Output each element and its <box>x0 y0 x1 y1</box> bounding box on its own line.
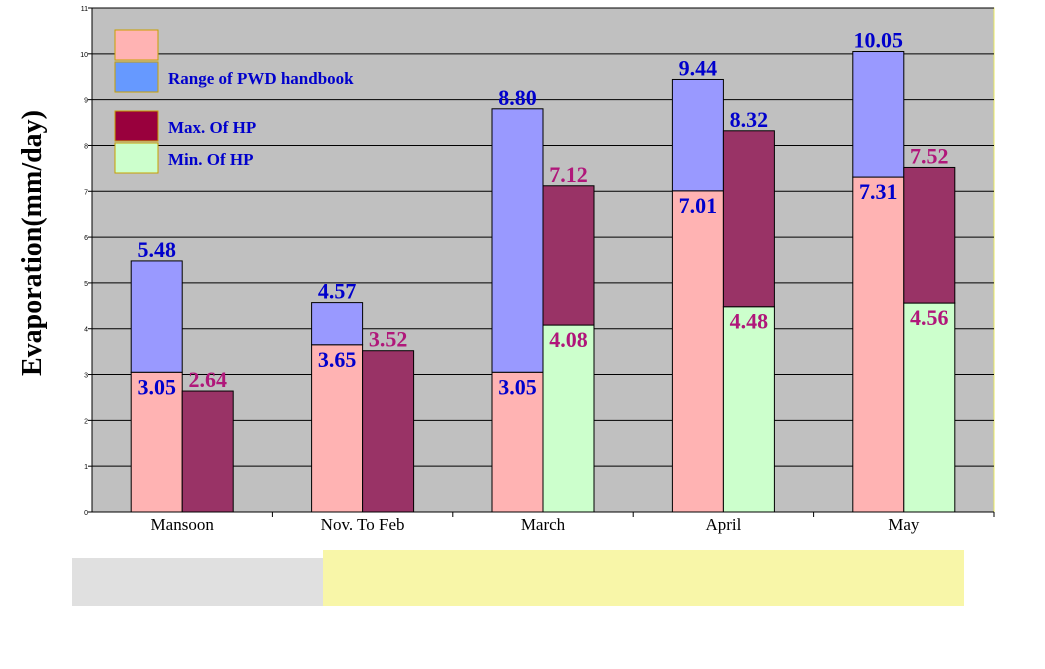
y-tick-label: 4 <box>84 327 88 334</box>
pwd-low-bar <box>491 371 544 513</box>
y-tick-label: 2 <box>84 418 88 425</box>
legend-swatch <box>114 110 159 142</box>
pwd-min-label: 7.01 <box>679 193 718 218</box>
hp-max-bar <box>542 185 595 326</box>
legend-label: Min. Of HP <box>168 150 253 169</box>
y-tick-label: 1 <box>84 464 88 471</box>
pwd-low-bar <box>852 176 905 513</box>
pwd-max-label: 5.48 <box>137 237 176 262</box>
hp-min-bar <box>903 302 956 513</box>
y-tick-label: 6 <box>84 235 88 242</box>
pwd-range-bar <box>491 108 544 373</box>
hp-min-label: 4.48 <box>730 309 769 334</box>
legend-label: Range of PWD handbook <box>168 69 354 88</box>
hp-min-bar <box>542 324 595 513</box>
pwd-min-label: 7.31 <box>859 179 898 204</box>
pwd-max-label: 4.57 <box>318 279 357 304</box>
pwd-low-bar <box>130 371 183 513</box>
pwd-max-label: 8.80 <box>498 85 537 110</box>
hp-max-label: 7.12 <box>549 162 588 187</box>
pwd-range-bar <box>311 302 364 346</box>
pwd-min-label: 3.05 <box>498 374 537 399</box>
hp-max-label: 2.64 <box>188 367 227 392</box>
pwd-max-label: 9.44 <box>679 55 718 80</box>
y-tick-label: 7 <box>84 189 88 196</box>
y-axis-label: Evaporation(mm/day) <box>17 110 48 376</box>
pwd-min-label: 3.65 <box>318 347 357 372</box>
legend-label: Max. Of HP <box>168 118 256 137</box>
hp-max-bar <box>362 350 415 513</box>
legend-swatch <box>114 29 159 61</box>
footer-yellow-band <box>323 550 964 606</box>
x-tick-label: April <box>705 515 741 534</box>
hp-max-label: 8.32 <box>730 107 769 132</box>
hp-max-label: 7.52 <box>910 143 949 168</box>
y-tick-label: 5 <box>84 281 88 288</box>
hp-min-label: 4.08 <box>549 327 588 352</box>
x-tick-label: May <box>888 515 920 534</box>
hp-max-bar <box>722 130 775 308</box>
y-tick-label: 10 <box>80 52 88 59</box>
hp-max-bar <box>181 390 234 513</box>
pwd-range-bar <box>130 260 183 373</box>
y-tick-label: 9 <box>84 98 88 105</box>
y-tick-label: 11 <box>81 6 88 13</box>
hp-min-label: 4.56 <box>910 305 949 330</box>
x-tick-label: Mansoon <box>151 515 215 534</box>
y-tick-label: 3 <box>84 373 88 380</box>
pwd-max-label: 10.05 <box>854 28 904 53</box>
x-tick-label: March <box>521 515 566 534</box>
y-tick-label: 8 <box>84 143 88 150</box>
pwd-range-bar <box>671 78 724 192</box>
pwd-min-label: 3.05 <box>137 374 176 399</box>
x-tick-label: Nov. To Feb <box>321 515 405 534</box>
hp-max-bar <box>903 166 956 304</box>
y-tick-label: 0 <box>84 510 88 517</box>
hp-min-bar <box>722 306 775 513</box>
legend-swatch <box>114 61 159 93</box>
footer-gray-band <box>72 558 323 606</box>
pwd-low-bar <box>671 190 724 513</box>
pwd-range-bar <box>852 51 905 178</box>
legend-swatch <box>114 142 159 174</box>
hp-max-label: 3.52 <box>369 327 408 352</box>
